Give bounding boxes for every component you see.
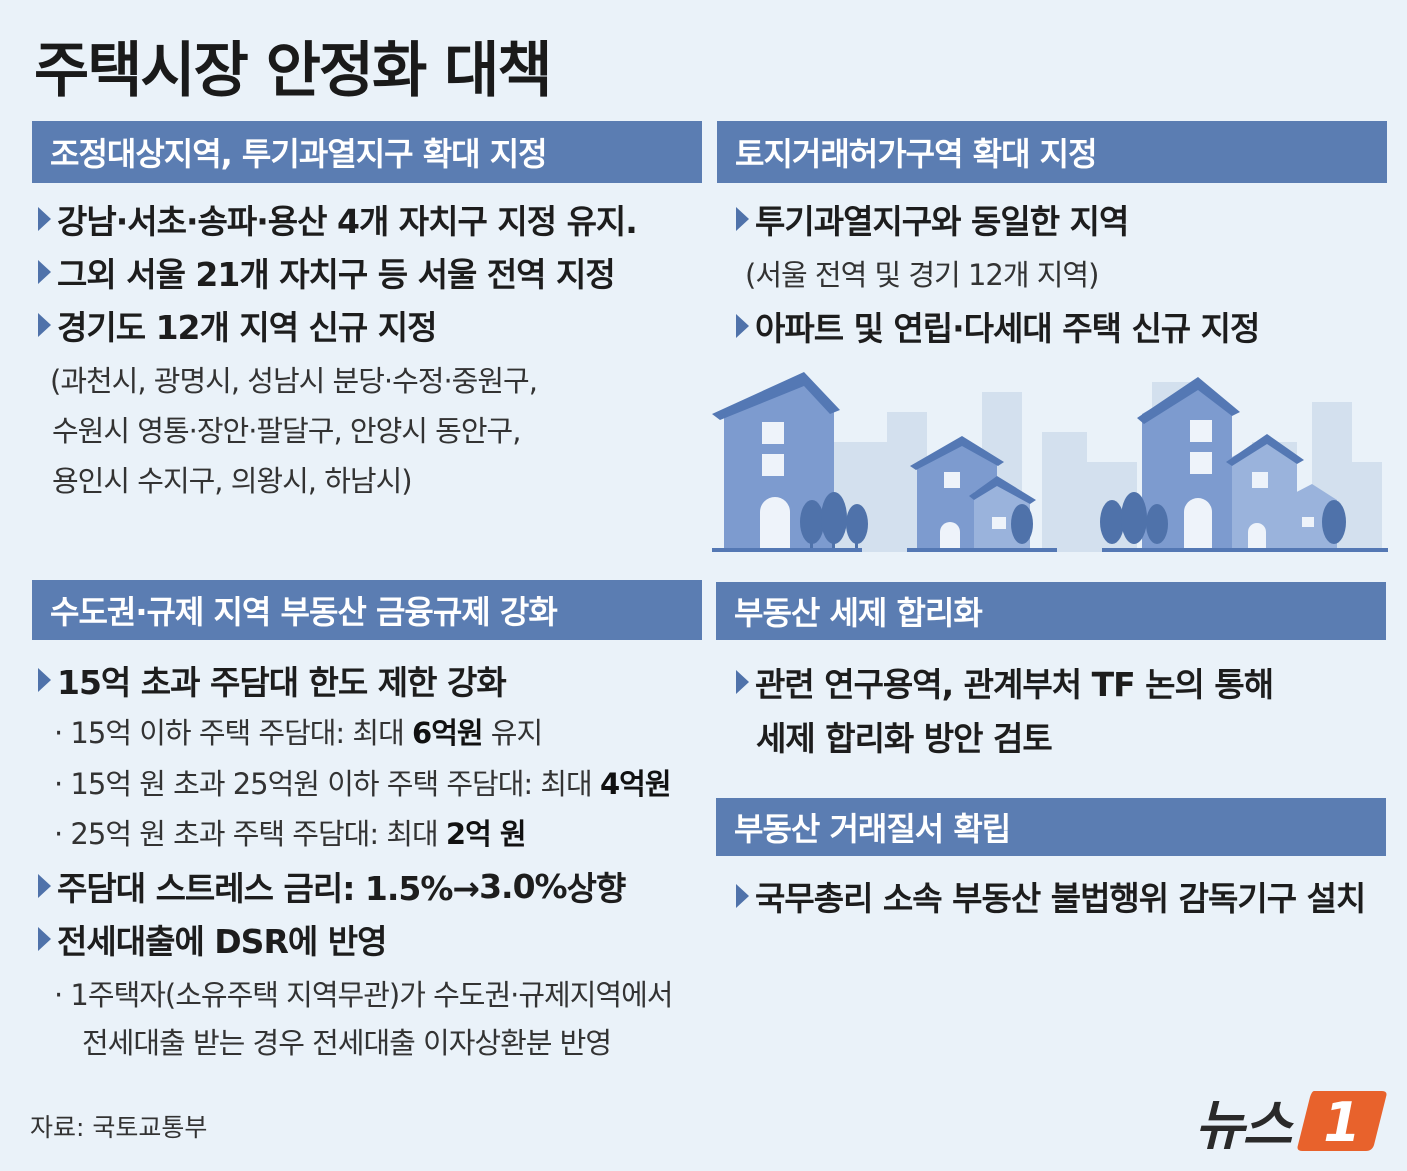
triangle-bullet-icon — [38, 313, 51, 337]
bullet-text: 강남·서초·송파·용산 4개 자치구 지정 유지. — [57, 202, 638, 241]
sub-emphasis: 4억원 — [599, 767, 672, 801]
news1-logo: 뉴스 1 — [1195, 1085, 1388, 1157]
bullet-finance-1: 15억 초과 주담대 한도 제한 강화 — [38, 656, 507, 704]
logo-mark: 1 — [1324, 1091, 1362, 1153]
heading-text: 토지거래허가구역 확대 지정 — [735, 135, 1098, 173]
land-permit-note: (서울 전역 및 경기 12개 지역) — [745, 258, 1099, 292]
heading-text: 부동산 세제 합리화 — [734, 594, 983, 632]
bullet-tax-1-continuation: 세제 합리화 방안 검토 — [756, 719, 1053, 758]
sub-emphasis: 2억 원 — [445, 817, 527, 851]
triangle-bullet-icon — [736, 314, 749, 338]
bullet-tax-1: 관련 연구용역, 관계부처 TF 논의 통해 — [736, 658, 1274, 706]
bullet-text: 아파트 및 연립·다세대 주택 신규 지정 — [755, 309, 1260, 348]
bullet-regulation-3: 경기도 12개 지역 신규 지정 — [38, 301, 437, 349]
source-credit: 자료: 국토교통부 — [30, 1113, 208, 1142]
heading-text: 수도권·규제 지역 부동산 금융규제 강화 — [50, 593, 558, 631]
heading-text: 조정대상지역, 투기과열지구 확대 지정 — [50, 135, 548, 173]
sub-text: · 25억 원 초과 주택 주담대: 최대 — [54, 817, 446, 851]
news1-logo-icon: 1 — [1297, 1091, 1387, 1153]
triangle-bullet-icon — [736, 670, 749, 694]
bullet-text: 15억 초과 주담대 한도 제한 강화 — [57, 663, 507, 702]
bullet-land-permit-1: 투기과열지구와 동일한 지역 — [736, 195, 1129, 243]
triangle-bullet-icon — [736, 207, 749, 231]
triangle-bullet-icon — [38, 668, 51, 692]
triangle-bullet-icon — [38, 927, 51, 951]
panel-heading-finance: 수도권·규제 지역 부동산 금융규제 강화 — [32, 580, 702, 640]
bullet-text: 그외 서울 21개 자치구 등 서울 전역 지정 — [57, 255, 616, 294]
finance-sub-3: · 25억 원 초과 주택 주담대: 최대 2억 원 — [54, 811, 527, 853]
sub-text: · 15억 이하 주택 주담대: 최대 — [54, 716, 413, 750]
panel-heading-tax: 부동산 세제 합리화 — [716, 582, 1386, 640]
finance-sub-4-line-1: · 1주택자(소유주택 지역무관)가 수도권·규제지역에서 — [54, 978, 673, 1012]
sub-tail: 유지 — [482, 716, 543, 750]
triangle-bullet-icon — [736, 884, 749, 908]
bullet-regulation-2: 그외 서울 21개 자치구 등 서울 전역 지정 — [38, 248, 616, 296]
regulation-detail-2: 수원시 영통·장안·팔달구, 안양시 동안구, — [52, 414, 521, 448]
finance-sub-1: · 15억 이하 주택 주담대: 최대 6억원 유지 — [54, 710, 543, 752]
bullet-emphasis: 3.0% — [479, 866, 568, 906]
heading-text: 부동산 거래질서 확립 — [734, 810, 1011, 848]
bullet-text: 국무총리 소속 부동산 불법행위 감독기구 설치 — [755, 879, 1366, 918]
bullet-text: 전세대출에 DSR에 반영 — [57, 922, 387, 961]
triangle-bullet-icon — [38, 874, 51, 898]
panel-heading-order: 부동산 거래질서 확립 — [716, 798, 1386, 856]
bullet-order-1: 국무총리 소속 부동산 불법행위 감독기구 설치 — [736, 872, 1366, 920]
houses-illustration — [712, 372, 1388, 552]
sub-text: · 15억 원 초과 25억원 이하 주택 주담대: 최대 — [54, 767, 600, 801]
logo-text: 뉴스 — [1195, 1093, 1292, 1157]
sub-emphasis: 6억원 — [412, 716, 484, 750]
panel-heading-land-permit: 토지거래허가구역 확대 지정 — [717, 121, 1387, 183]
bullet-text: 투기과열지구와 동일한 지역 — [755, 202, 1129, 241]
bullet-tail: 상향 — [566, 869, 627, 908]
regulation-detail-3: 용인시 수지구, 의왕시, 하남시) — [52, 464, 413, 498]
triangle-bullet-icon — [38, 260, 51, 284]
finance-sub-2: · 15억 원 초과 25억원 이하 주택 주담대: 최대 4억원 — [54, 761, 672, 803]
bullet-finance-2: 주담대 스트레스 금리: 1.5%→ 3.0% 상향 — [38, 862, 627, 910]
bullet-land-permit-2: 아파트 및 연립·다세대 주택 신규 지정 — [736, 302, 1260, 350]
bullet-text: 주담대 스트레스 금리: 1.5%→ — [57, 869, 480, 908]
bullet-text: 경기도 12개 지역 신규 지정 — [57, 308, 437, 347]
triangle-bullet-icon — [38, 207, 51, 231]
regulation-detail-1: (과천시, 광명시, 성남시 분당·수정·중원구, — [50, 364, 538, 398]
bullet-text: 관련 연구용역, 관계부처 TF 논의 통해 — [755, 665, 1274, 704]
finance-sub-4-line-2: 전세대출 받는 경우 전세대출 이자상환분 반영 — [82, 1026, 612, 1060]
bullet-regulation-1: 강남·서초·송파·용산 4개 자치구 지정 유지. — [38, 195, 638, 243]
bullet-finance-3: 전세대출에 DSR에 반영 — [38, 915, 387, 963]
page-title: 주택시장 안정화 대책 — [34, 36, 553, 106]
panel-heading-regulation: 조정대상지역, 투기과열지구 확대 지정 — [32, 121, 702, 183]
